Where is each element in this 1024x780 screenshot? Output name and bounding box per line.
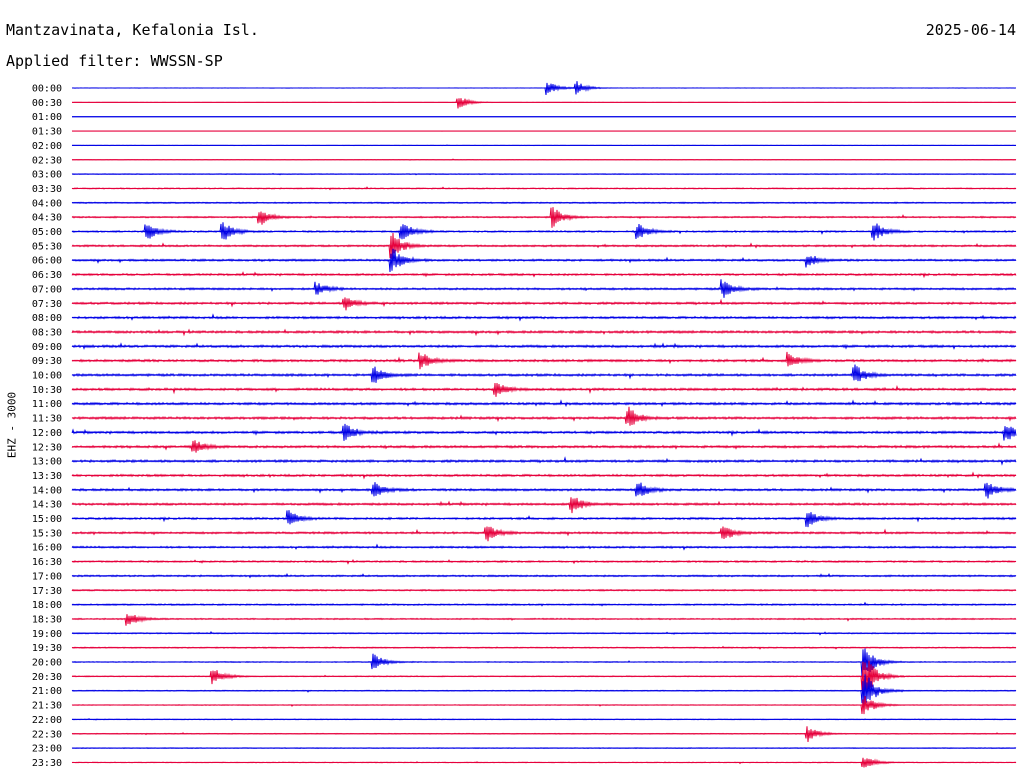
station-title: Mantzavinata, Kefalonia Isl. (6, 21, 259, 39)
y-tick-label: 14:30 (32, 500, 62, 511)
y-tick-label: 07:30 (32, 299, 62, 310)
y-tick-label: 19:30 (32, 643, 62, 654)
trace-line (71, 364, 1017, 383)
trace-line (71, 382, 1017, 397)
y-tick-label: 04:30 (32, 213, 62, 224)
applied-filter-label: Applied filter: WWSSN-SP (6, 52, 223, 70)
trace-line (71, 98, 1017, 109)
y-tick-label: 03:00 (32, 170, 62, 181)
y-tick-label: 17:30 (32, 586, 62, 597)
y-tick-label: 15:00 (32, 514, 62, 525)
y-tick-label: 02:00 (32, 141, 62, 152)
y-tick-label: 02:30 (32, 155, 62, 166)
y-tick-label: 16:30 (32, 557, 62, 568)
y-tick-label: 11:30 (32, 414, 62, 425)
trace-line (71, 497, 1017, 514)
trace-line (71, 614, 1017, 626)
y-tick-label: 13:00 (32, 457, 62, 468)
y-tick-label: 05:00 (32, 227, 62, 238)
y-tick-label: 09:00 (32, 342, 62, 353)
y-tick-label: 12:00 (32, 428, 62, 439)
y-tick-label: 11:00 (32, 399, 62, 410)
trace-line (71, 406, 1017, 426)
trace-line (71, 297, 1017, 311)
y-tick-label: 04:00 (32, 198, 62, 209)
y-tick-label: 22:30 (32, 729, 62, 740)
y-tick-label: 10:00 (32, 371, 62, 382)
y-tick-label: 03:30 (32, 184, 62, 195)
y-tick-label: 23:00 (32, 744, 62, 755)
trace-line (71, 482, 1017, 499)
y-tick-label: 18:00 (32, 600, 62, 611)
y-tick-label: 06:30 (32, 270, 62, 281)
y-tick-label: 20:00 (32, 658, 62, 669)
y-tick-label: 07:00 (32, 284, 62, 295)
y-tick-label: 09:30 (32, 356, 62, 367)
y-tick-label: 08:00 (32, 313, 62, 324)
plot-date: 2025-06-14 (925, 21, 1016, 39)
y-tick-label: 05:30 (32, 241, 62, 252)
trace-line (71, 526, 1017, 542)
y-tick-label: 16:00 (32, 543, 62, 554)
y-tick-label: 22:00 (32, 715, 62, 726)
y-tick-label: 00:00 (32, 84, 62, 95)
y-tick-label: 23:30 (32, 758, 62, 769)
y-tick-label: 00:30 (32, 98, 62, 109)
y-tick-label: 14:00 (32, 485, 62, 496)
y-tick-label: 01:00 (32, 112, 62, 123)
y-tick-label: 10:30 (32, 385, 62, 396)
y-tick-label: 01:30 (32, 127, 62, 138)
y-tick-label: 20:30 (32, 672, 62, 683)
y-tick-label: 12:30 (32, 442, 62, 453)
y-tick-label: 18:30 (32, 614, 62, 625)
y-tick-label: 21:00 (32, 686, 62, 697)
y-tick-label: 17:00 (32, 571, 62, 582)
y-tick-label: 19:00 (32, 629, 62, 640)
y-tick-label: 06:00 (32, 256, 62, 267)
y-tick-label: 08:30 (32, 327, 62, 338)
y-tick-label: 15:30 (32, 528, 62, 539)
y-tick-label: 21:30 (32, 701, 62, 712)
y-tick-label: 13:30 (32, 471, 62, 482)
